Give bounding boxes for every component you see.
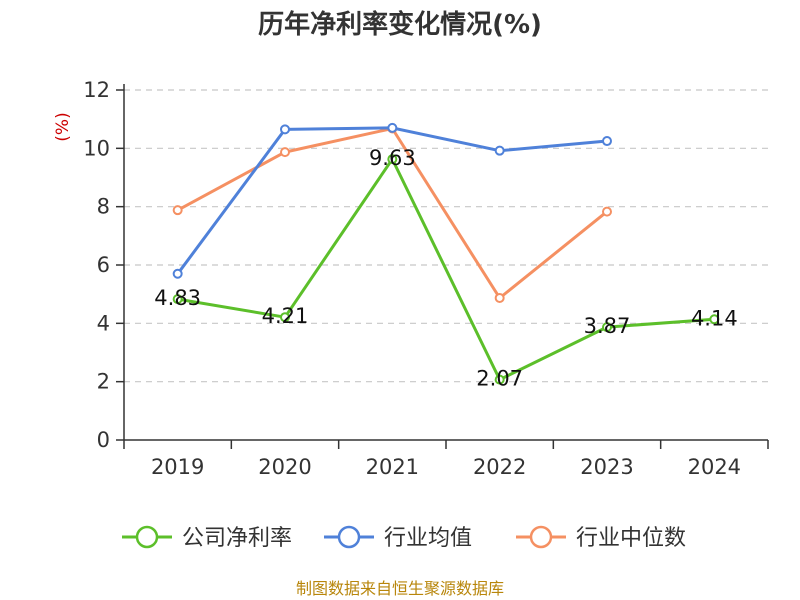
legend-label[interactable]: 公司净利率 [182,526,292,551]
y-tick-label: 2 [97,370,110,394]
data-labels: 4.83 4.21 9.63 2.07 3.87 4.14 [154,146,737,391]
data-point[interactable] [602,136,612,147]
data-point[interactable] [602,206,612,217]
data-label: 4.83 [154,286,201,310]
legend-marker[interactable] [337,525,361,549]
series-lines [172,122,720,385]
source-note: 制图数据来自恒生聚源数据库 [296,579,504,598]
y-tick-label: 12 [83,78,110,102]
data-point[interactable] [387,122,398,133]
y-tick-label: 6 [97,253,110,277]
y-tick-label: 10 [83,136,110,160]
legend-label[interactable]: 行业均值 [384,526,472,551]
data-point[interactable] [494,292,505,303]
legend-marker[interactable] [135,525,159,549]
chart-title: 历年净利率变化情况(%) [258,9,542,40]
data-point[interactable] [280,124,290,135]
grid-lines [124,89,768,383]
x-tick-label: 2021 [366,455,419,479]
x-tick-label: 2023 [580,455,633,479]
data-label: 4.14 [691,306,738,330]
data-label: 3.87 [584,314,631,338]
data-label: 4.21 [262,304,309,328]
legend-label[interactable]: 行业中位数 [576,526,686,551]
data-point[interactable] [494,145,505,156]
series-line-0 [177,157,715,382]
y-tick-label: 0 [97,428,110,452]
axes: 0 2 4 6 8 10 12 2019 2020 2021 2022 2023 2024 [83,78,769,479]
data-point[interactable] [172,294,183,305]
data-point[interactable] [280,147,290,158]
data-label: 2.07 [476,367,523,391]
data-point[interactable] [172,268,183,279]
y-tick-label: 4 [97,311,110,335]
data-point[interactable] [602,322,612,333]
x-tick-label: 2024 [688,455,741,479]
data-label: 9.63 [369,146,416,170]
y-tick-label: 8 [97,195,110,219]
data-point[interactable] [172,205,183,216]
data-point[interactable] [387,154,398,165]
x-tick-label: 2022 [473,455,526,479]
x-tick-label: 2020 [258,455,311,479]
data-point[interactable] [280,312,290,323]
legend-marker[interactable] [529,525,553,549]
data-point[interactable] [494,374,505,385]
y-axis-label: (%) [53,112,73,141]
data-point[interactable] [709,314,720,325]
legend[interactable]: 公司净利率 行业均值 行业中位数 [122,525,686,551]
x-tick-label: 2019 [151,455,204,479]
